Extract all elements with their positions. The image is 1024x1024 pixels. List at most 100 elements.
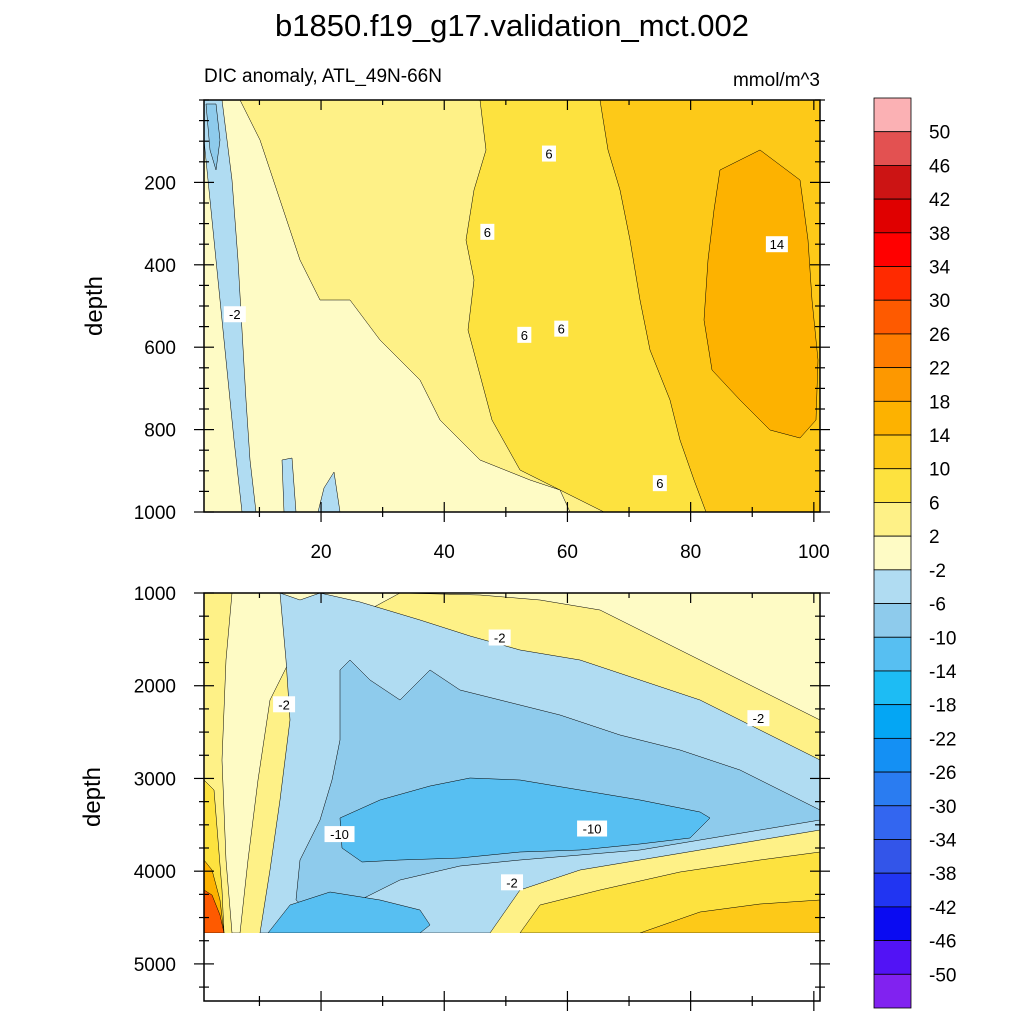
x-tick-label: 20 — [310, 542, 331, 563]
colorbar-label: 2 — [929, 527, 940, 548]
contour-label-bg — [223, 306, 246, 323]
chart-units: mmol/m^3 — [733, 70, 820, 91]
colorbar-swatch — [873, 434, 912, 470]
colorbar-label: 14 — [929, 426, 951, 447]
y-tick-label: 4000 — [134, 862, 176, 883]
upper-band-minus2-2 — [204, 100, 571, 512]
x-tick-label: 100 — [798, 542, 830, 563]
contour-label-bg — [488, 629, 511, 646]
colorbar-label: 22 — [929, 359, 950, 380]
contour-label: 6 — [484, 225, 491, 240]
colorbar-swatch — [873, 569, 912, 604]
colorbar-swatch — [873, 333, 912, 369]
colorbar-swatch — [873, 367, 912, 402]
colorbar-swatch — [873, 906, 912, 941]
colorbar-swatch — [873, 771, 912, 807]
contour-label-bg — [324, 826, 355, 843]
colorbar-swatch — [873, 872, 912, 908]
contour-label-bg — [541, 145, 556, 162]
colorbar-swatch — [873, 468, 912, 503]
colorbar-label: 50 — [929, 123, 950, 144]
x-tick-label: 60 — [557, 542, 578, 563]
colorbar-swatch — [873, 737, 912, 773]
colorbar-swatch — [873, 97, 912, 133]
colorbar-swatch — [873, 198, 912, 234]
colorbar-label: 46 — [929, 156, 950, 177]
y-tick-label: 1000 — [134, 584, 176, 605]
x-tick-label: 80 — [680, 542, 701, 563]
colorbar-label: 18 — [929, 392, 950, 413]
y-tick-label: 2000 — [134, 677, 176, 698]
y-tick-label: 200 — [144, 173, 176, 194]
upper-band-minus6-minus2 — [204, 100, 257, 512]
contour-label: 6 — [656, 476, 663, 491]
contour-label-bg — [273, 696, 296, 713]
upper-axes: 20 40 60 80 100 200 400 600 800 1000 — [134, 99, 830, 563]
colorbar-label: -10 — [929, 628, 956, 649]
colorbar-label: -6 — [929, 595, 946, 616]
colorbar-swatch — [873, 805, 912, 840]
contour-label: 6 — [558, 322, 565, 337]
y-tick-label: 600 — [144, 338, 176, 359]
colorbar-swatch — [873, 603, 912, 638]
colorbar-swatch — [873, 266, 912, 301]
chart-subtitle-left: DIC anomaly, ATL_49N-66N — [204, 66, 442, 87]
contour-label-bg — [765, 236, 788, 253]
contour-label: -2 — [506, 875, 518, 890]
colorbar-label: -2 — [929, 561, 946, 582]
colorbar-swatch — [873, 704, 912, 739]
contour-label-bg — [517, 326, 532, 343]
colorbar-label: 42 — [929, 190, 950, 211]
contour-label: -2 — [278, 697, 290, 712]
contour-label-bg — [554, 320, 569, 337]
colorbar-swatch — [873, 940, 912, 975]
lower-band-10-14 — [639, 899, 820, 933]
contour-label: -2 — [229, 307, 241, 322]
colorbar-swatch — [873, 400, 912, 436]
colorbar-swatch — [873, 973, 912, 1009]
colorbar-label: -38 — [929, 864, 956, 885]
colorbar-label: -50 — [929, 965, 956, 986]
colorbar-swatch — [873, 636, 912, 672]
colorbar: 50 46 42 38 34 30 26 22 18 14 10 6 2 -2 -6 -10 -14 -18 -22… — [873, 97, 957, 1009]
colorbar-swatch — [873, 502, 912, 537]
colorbar-label: -22 — [929, 729, 956, 750]
upper-patch-blue-22 — [317, 471, 341, 512]
colorbar-swatch — [873, 839, 912, 874]
lower-ylabel: depth — [79, 767, 106, 827]
colorbar-label: -30 — [929, 797, 956, 818]
colorbar-label: -46 — [929, 932, 956, 953]
upper-patch-blue-20 — [281, 457, 297, 512]
y-tick-label: 1000 — [134, 503, 176, 524]
colorbar-swatch — [873, 535, 912, 571]
contour-label-bg — [652, 475, 667, 492]
colorbar-label: 38 — [929, 224, 950, 245]
lower-contour-labels: -2 -2 -2 -10 -10 -2 — [273, 629, 770, 891]
lower-patch-bottom-blue — [267, 891, 431, 933]
lower-panel-frame — [203, 592, 821, 1002]
contour-label-bg — [747, 710, 770, 727]
colorbar-label: 6 — [929, 493, 940, 514]
upper-contour-labels: 6 6 14 -2 6 6 6 — [223, 145, 788, 492]
upper-band-14-18 — [703, 149, 819, 439]
x-tick-label: 40 — [434, 542, 455, 563]
colorbar-label: -18 — [929, 696, 956, 717]
colorbar-swatch — [873, 165, 912, 200]
chart-title: b1850.f19_g17.validation_mct.002 — [275, 8, 749, 43]
contour-label: 6 — [521, 328, 528, 343]
y-tick-label: 5000 — [134, 955, 176, 976]
contour-label: -10 — [583, 822, 602, 837]
colorbar-label: 10 — [929, 460, 950, 481]
colorbar-label: -34 — [929, 830, 957, 851]
contour-label: -2 — [494, 631, 506, 646]
contour-label-bg — [501, 874, 523, 891]
lower-axes: 1000 2000 3000 4000 5000 — [134, 584, 830, 1011]
contour-label: -10 — [330, 827, 349, 842]
colorbar-label: -14 — [929, 662, 957, 683]
y-tick-label: 3000 — [134, 769, 176, 790]
contour-label-bg — [480, 223, 495, 240]
colorbar-label: -26 — [929, 763, 956, 784]
colorbar-swatch — [873, 131, 912, 166]
contour-label: 14 — [770, 237, 784, 252]
